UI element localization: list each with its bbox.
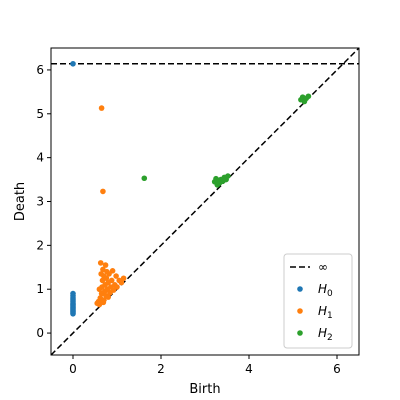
y-tick-label: 3 bbox=[36, 195, 44, 209]
legend: ∞ H0 H1 H2 bbox=[283, 253, 353, 349]
point-h1 bbox=[118, 279, 125, 286]
point-h1 bbox=[109, 267, 116, 274]
point-h2 bbox=[225, 173, 231, 179]
point-h1 bbox=[105, 294, 111, 300]
x-tick-label: 2 bbox=[157, 362, 165, 376]
point-h2 bbox=[141, 175, 148, 182]
point-h1 bbox=[97, 260, 104, 266]
plot-area bbox=[51, 48, 359, 355]
point-h1 bbox=[108, 277, 115, 284]
x-axis-ticks: 0 2 4 6 bbox=[69, 355, 341, 376]
point-h2 bbox=[305, 93, 312, 100]
legend-label-h1: H1 bbox=[318, 304, 333, 321]
point-h1 bbox=[104, 268, 110, 275]
y-tick-label: 5 bbox=[36, 107, 44, 121]
x-tick-label: 6 bbox=[333, 362, 341, 376]
legend-swatch-h0 bbox=[297, 286, 303, 292]
legend-swatch-h1 bbox=[297, 308, 303, 314]
point-h0 bbox=[70, 310, 76, 317]
x-axis-label: Birth bbox=[189, 382, 220, 397]
legend-swatch-h2 bbox=[297, 330, 303, 336]
point-h1 bbox=[100, 299, 107, 306]
x-tick-label: 0 bbox=[69, 362, 77, 376]
y-tick-label: 2 bbox=[36, 238, 44, 252]
point-h1 bbox=[102, 262, 109, 268]
legend-box bbox=[283, 253, 353, 349]
y-axis-label: Death bbox=[13, 182, 28, 221]
point-h1 bbox=[114, 284, 120, 290]
y-tick-label: 6 bbox=[36, 63, 44, 77]
y-axis-ticks: 0 1 2 3 4 5 6 bbox=[36, 63, 51, 340]
point-h1 bbox=[120, 275, 127, 282]
x-tick-label: 4 bbox=[245, 362, 253, 376]
y-tick-label: 4 bbox=[36, 151, 44, 165]
point-h1 bbox=[103, 275, 110, 282]
point-h1 bbox=[113, 273, 119, 279]
point-h1 bbox=[98, 271, 104, 277]
legend-infinity-label: ∞ bbox=[318, 260, 328, 274]
y-tick-label: 0 bbox=[36, 326, 44, 340]
y-tick-label: 1 bbox=[36, 282, 44, 296]
point-h0 bbox=[70, 60, 76, 67]
legend-label-h0: H0 bbox=[318, 282, 333, 299]
point-h1 bbox=[96, 286, 103, 293]
point-h1 bbox=[98, 105, 105, 111]
point-h1 bbox=[100, 188, 106, 195]
legend-label-h2: H2 bbox=[318, 326, 333, 343]
